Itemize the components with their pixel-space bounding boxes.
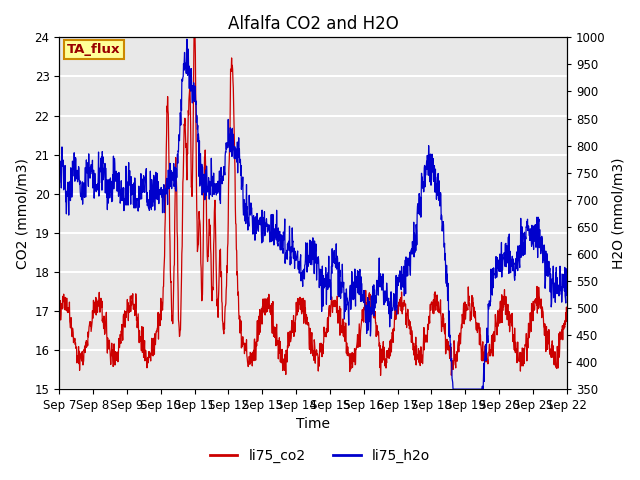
Text: TA_flux: TA_flux xyxy=(67,43,120,56)
Legend: li75_co2, li75_h2o: li75_co2, li75_h2o xyxy=(204,443,436,468)
Y-axis label: H2O (mmol/m3): H2O (mmol/m3) xyxy=(611,157,625,269)
X-axis label: Time: Time xyxy=(296,418,330,432)
Y-axis label: CO2 (mmol/m3): CO2 (mmol/m3) xyxy=(15,158,29,269)
Title: Alfalfa CO2 and H2O: Alfalfa CO2 and H2O xyxy=(228,15,399,33)
